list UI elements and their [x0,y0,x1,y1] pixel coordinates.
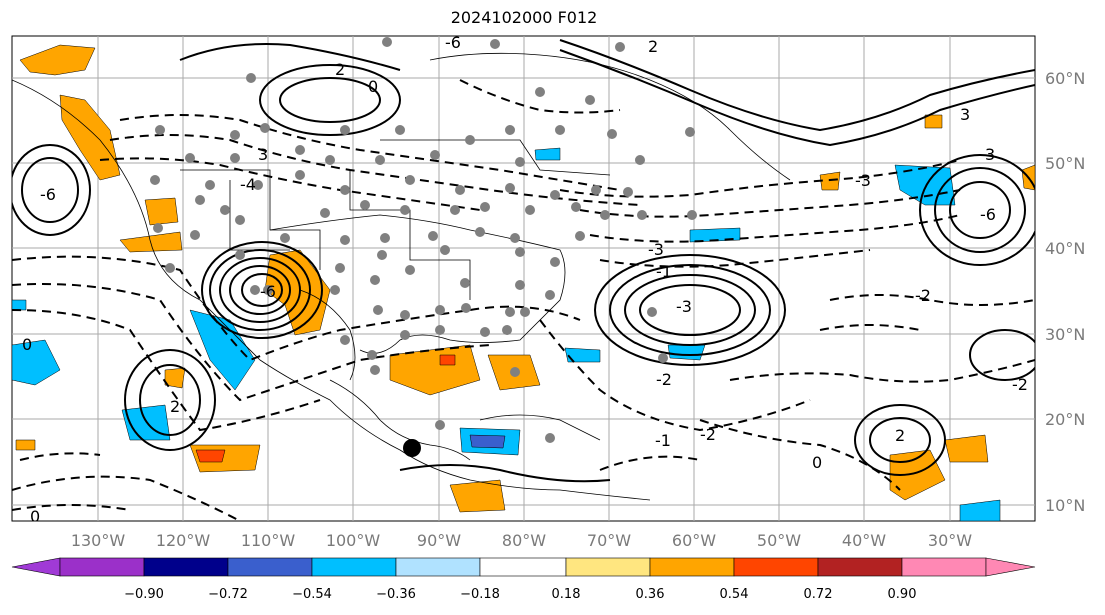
lon-label: 100°W [326,531,381,550]
colorbar-left-extension [11,557,61,577]
colorbar-segment [227,557,313,577]
colorbar-tick-label: 0.72 [804,587,833,602]
colorbar-tick-label: −0.18 [460,587,500,602]
contour-label: -2 [700,425,716,444]
lat-label: 10°N [1045,496,1085,515]
contour-labels: -6 2 0 2 -6 3 -4 -6 -6 2 -1 -3 -2 0 2 -3… [22,33,1028,526]
lon-label: 80°W [502,531,546,550]
map-title: 2024102000 F012 [450,8,598,27]
contour-label: 2 [895,426,905,445]
colorbar-segment [817,557,903,577]
contour-label: -1 [656,262,672,281]
contours-dashed [12,79,1035,521]
lat-label: 50°N [1045,154,1085,173]
contour-label: 3 [985,145,995,164]
colorbar-tick-labels: −0.90 −0.72 −0.54 −0.36 −0.18 0.18 0.36 … [124,587,916,602]
landmass-outline [329,379,471,461]
lon-label: 90°W [417,531,461,550]
contour-label: 2 [170,397,180,416]
contour-label: -3 [855,171,871,190]
colorbar-segment [479,557,567,577]
contour-label: -1 [655,431,671,450]
colorbar-tick-label: −0.54 [292,587,332,602]
colorbar-segment [565,557,651,577]
contour-label: -2 [656,370,672,389]
colorbar-segment [733,557,819,577]
colorbar-segment [59,557,145,577]
lat-label: 30°N [1045,325,1085,344]
contour-label: -3 [648,240,664,259]
colorbar-segment [395,557,481,577]
lon-label: 120°W [156,531,211,550]
contour-label: 3 [960,105,970,124]
contour-label: 3 [258,145,268,164]
lat-label: 60°N [1045,69,1085,88]
lat-label: 20°N [1045,410,1085,429]
colorbar-right-extension [985,557,1036,577]
contour-label: -2 [1012,375,1028,394]
contour-label: -6 [445,33,461,52]
contour-label: 0 [30,507,40,526]
colorbar-tick-label: 0.18 [552,587,581,602]
contour-label: 0 [812,453,822,472]
lat-labels: 60°N 50°N 40°N 30°N 20°N 10°N [1045,69,1085,515]
colorbar-segment [649,557,735,577]
storm-center-marker [403,439,421,457]
colorbar-segment [143,557,229,577]
contour-label: 0 [22,335,32,354]
colorbar-tick-label: 0.36 [636,587,665,602]
lon-label: 70°W [587,531,631,550]
lon-label: 60°W [672,531,716,550]
contour-label: -2 [915,286,931,305]
lon-label: 110°W [241,531,296,550]
colorbar-tick-label: 0.54 [720,587,749,602]
contour-label: -6 [260,282,276,301]
colorbar [11,557,1036,577]
colorbar-tick-label: −0.36 [376,587,416,602]
station-dots [150,37,697,443]
lon-label: 30°W [928,531,972,550]
contour-label: -6 [40,185,56,204]
colorbar-segment [901,557,987,577]
contour-label: -3 [676,297,692,316]
colorbar-tick-label: 0.90 [888,587,917,602]
colorbar-tick-label: −0.72 [208,587,248,602]
contour-label: 2 [335,60,345,79]
lat-label: 40°N [1045,239,1085,258]
lon-label: 40°W [842,531,886,550]
contour-label: 0 [368,77,378,96]
lon-label: 130°W [71,531,126,550]
colorbar-segment [311,557,397,577]
lon-labels: 130°W 120°W 110°W 100°W 90°W 80°W 70°W 6… [71,531,972,550]
contour-label: -4 [240,175,256,194]
contours-solid [12,39,1035,483]
contour-label: -6 [980,205,996,224]
contour-label: 2 [648,37,658,56]
colorbar-tick-label: −0.90 [124,587,164,602]
lon-label: 50°W [757,531,801,550]
